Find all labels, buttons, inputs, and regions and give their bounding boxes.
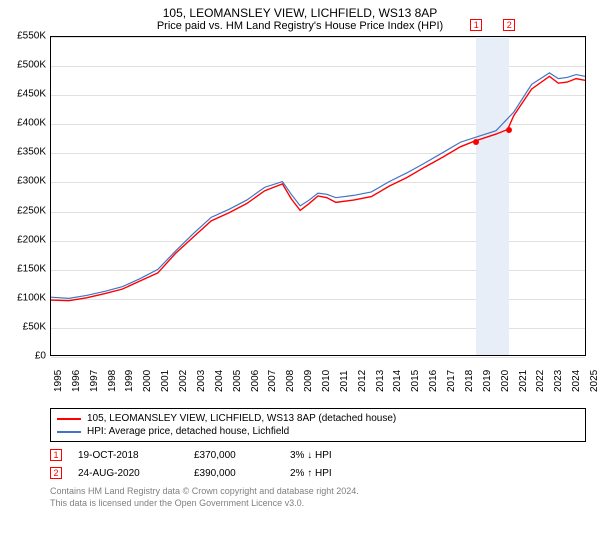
y-tick-label: £50K <box>23 321 46 332</box>
sale-row: 2 24-AUG-2020 £390,000 2% ↑ HPI <box>50 464 586 482</box>
x-tick-label: 2008 <box>285 370 296 392</box>
x-tick-label: 1998 <box>107 370 118 392</box>
legend-swatch-blue <box>57 431 81 433</box>
y-tick-label: £450K <box>17 89 46 100</box>
footer-line: This data is licensed under the Open Gov… <box>50 498 586 510</box>
chart-area: £0 £50K £100K £150K £200K £250K £300K £350K £400… <box>6 36 594 406</box>
sale-date: 24-AUG-2020 <box>78 468 178 479</box>
sale-row: 1 19-OCT-2018 £370,000 3% ↓ HPI <box>50 446 586 464</box>
sale-marker-icon: 1 <box>470 19 482 31</box>
x-tick-label: 2020 <box>500 370 511 392</box>
plot-area: 12 <box>50 36 586 356</box>
y-tick-label: £350K <box>17 147 46 158</box>
chart-container: 105, LEOMANSLEY VIEW, LICHFIELD, WS13 8A… <box>0 0 600 560</box>
y-tick-label: £200K <box>17 234 46 245</box>
footer-attribution: Contains HM Land Registry data © Crown c… <box>50 486 586 509</box>
x-tick-label: 2005 <box>232 370 243 392</box>
y-tick-label: £0 <box>35 351 46 362</box>
x-tick-label: 2007 <box>267 370 278 392</box>
y-tick-label: £500K <box>17 60 46 71</box>
y-tick-label: £100K <box>17 292 46 303</box>
y-tick-label: £300K <box>17 176 46 187</box>
x-tick-label: 2003 <box>196 370 207 392</box>
sale-marker-icon: 1 <box>50 449 62 461</box>
x-tick-label: 2004 <box>214 370 225 392</box>
x-axis: 1995 1996 1997 1998 1999 2000 2001 2002 2003 2004… <box>50 356 586 406</box>
x-tick-label: 2001 <box>160 370 171 392</box>
x-tick-label: 2002 <box>178 370 189 392</box>
legend-item: 105, LEOMANSLEY VIEW, LICHFIELD, WS13 8A… <box>57 412 579 425</box>
x-tick-label: 2006 <box>250 370 261 392</box>
y-axis: £0£50K£100K£150K£200K£250K£300K£350K£400… <box>6 36 50 356</box>
x-tick-label: 1996 <box>71 370 82 392</box>
series-line-price_paid <box>51 76 585 300</box>
x-tick-label: 2014 <box>392 370 403 392</box>
legend-box: 105, LEOMANSLEY VIEW, LICHFIELD, WS13 8A… <box>50 408 586 442</box>
legend-label: HPI: Average price, detached house, Lich… <box>87 426 289 437</box>
sale-dot <box>473 139 479 145</box>
line-svg <box>51 37 585 355</box>
x-tick-label: 2021 <box>518 370 529 392</box>
sale-change: 3% ↓ HPI <box>290 450 370 461</box>
x-tick-label: 2025 <box>589 370 600 392</box>
sale-marker-icon: 2 <box>50 467 62 479</box>
series-line-hpi <box>51 73 585 298</box>
x-tick-label: 2013 <box>375 370 386 392</box>
sale-change: 2% ↑ HPI <box>290 468 370 479</box>
chart-title: 105, LEOMANSLEY VIEW, LICHFIELD, WS13 8A… <box>6 6 594 20</box>
x-tick-label: 2015 <box>410 370 421 392</box>
sale-rows: 1 19-OCT-2018 £370,000 3% ↓ HPI 2 24-AUG… <box>50 446 586 482</box>
x-tick-label: 2009 <box>303 370 314 392</box>
x-tick-label: 2012 <box>357 370 368 392</box>
sale-date: 19-OCT-2018 <box>78 450 178 461</box>
x-tick-label: 1997 <box>89 370 100 392</box>
sale-marker-icon: 2 <box>503 19 515 31</box>
x-tick-label: 2000 <box>142 370 153 392</box>
y-tick-label: £400K <box>17 118 46 129</box>
y-tick-label: £150K <box>17 263 46 274</box>
sale-price: £390,000 <box>194 468 274 479</box>
x-tick-label: 2023 <box>553 370 564 392</box>
sale-price: £370,000 <box>194 450 274 461</box>
y-tick-label: £550K <box>17 31 46 42</box>
x-tick-label: 1999 <box>124 370 135 392</box>
x-tick-label: 1995 <box>53 370 64 392</box>
x-tick-label: 2018 <box>464 370 475 392</box>
legend-swatch-red <box>57 418 81 420</box>
x-tick-label: 2016 <box>428 370 439 392</box>
x-tick-label: 2011 <box>339 370 350 392</box>
legend-label: 105, LEOMANSLEY VIEW, LICHFIELD, WS13 8A… <box>87 413 396 424</box>
sale-dot <box>506 127 512 133</box>
x-tick-label: 2017 <box>446 370 457 392</box>
footer-line: Contains HM Land Registry data © Crown c… <box>50 486 586 498</box>
x-tick-label: 2010 <box>321 370 332 392</box>
x-tick-label: 2022 <box>535 370 546 392</box>
legend-item: HPI: Average price, detached house, Lich… <box>57 425 579 438</box>
x-tick-label: 2019 <box>482 370 493 392</box>
y-tick-label: £250K <box>17 205 46 216</box>
x-tick-label: 2024 <box>571 370 582 392</box>
